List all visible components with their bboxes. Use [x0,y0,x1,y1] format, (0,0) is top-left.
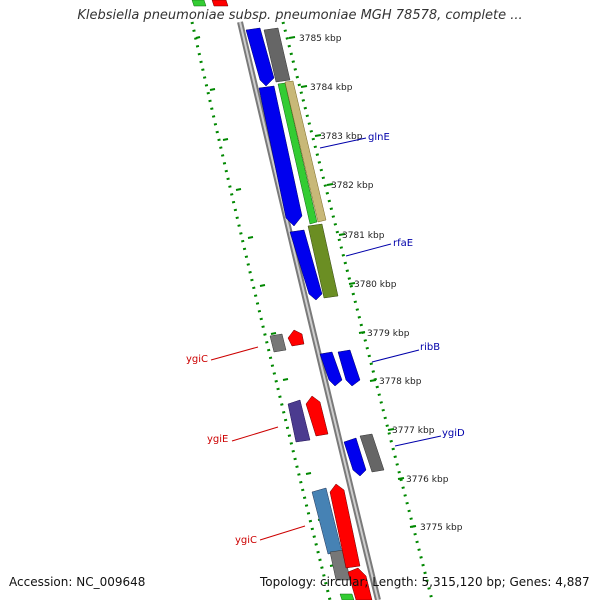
topology-summary: Topology: circular; Length: 5,315,120 bp… [260,575,590,589]
tick-label: 3783 kbp [320,132,363,142]
gene-other[interactable] [359,433,385,473]
gene-reverse[interactable] [258,85,303,227]
gene-other[interactable] [277,82,318,225]
outer-scale-track [190,21,332,600]
gene-other[interactable] [287,399,311,443]
tick-label: 3779 kbp [367,329,410,339]
tick-label: 3777 kbp [392,426,435,436]
ruler-labels: 3785 kbp 3784 kbp 3783 kbp 3782 kbp 3781… [299,34,463,533]
gene-forward[interactable] [305,395,329,437]
gene-forward[interactable] [329,483,361,569]
reverse-strand-genes[interactable] [245,27,367,477]
accession-text: Accession: NC_009648 [9,575,146,589]
gene-forward[interactable] [347,567,373,600]
gene-other[interactable] [191,0,207,7]
gene-other[interactable] [339,593,355,600]
gene-other[interactable] [263,27,291,83]
tick-label: 3780 kbp [354,280,397,290]
gene-reverse[interactable] [289,229,323,301]
other-genes[interactable] [191,0,385,600]
tick-label: 3778 kbp [379,377,422,387]
gene-forward[interactable] [211,0,229,7]
gene-other[interactable] [284,80,327,223]
inner-track-ticks [288,36,417,528]
tick-label: 3781 kbp [342,231,385,241]
map-title: Klebsiella pneumoniae subsp. pneumoniae … [77,8,523,23]
gene-reverse[interactable] [245,27,275,87]
gene-other[interactable] [307,223,339,299]
gene-label-ygiC[interactable]: ygiC [235,535,257,546]
gene-label-ygiD[interactable]: ygiD [442,428,465,439]
tick-label: 3784 kbp [310,83,353,93]
tick-label: 3785 kbp [299,34,342,44]
gene-reverse[interactable] [337,349,361,387]
gene-label-ribB[interactable]: ribB [420,342,440,353]
tick-label: 3776 kbp [406,475,449,485]
genome-backbone-highlight [239,21,379,600]
gene-labels[interactable]: glnE rfaE ribB ygiD ygiC ygiE ygiC [186,132,465,546]
gene-reverse[interactable] [319,351,343,387]
inner-scale-track [281,21,434,600]
gene-label-leaders [210,137,442,541]
gene-label-glnE[interactable]: glnE [368,132,390,143]
forward-strand-genes[interactable] [211,0,373,600]
gene-reverse[interactable] [343,437,367,477]
tick-label: 3775 kbp [420,523,463,533]
tick-label: 3782 kbp [331,181,374,191]
gene-label-rfaE[interactable]: rfaE [393,238,413,249]
gene-other[interactable] [269,333,287,353]
gene-label-ygiC[interactable]: ygiC [186,354,208,365]
gene-label-ygiE[interactable]: ygiE [207,434,228,445]
gene-forward[interactable] [287,329,305,347]
